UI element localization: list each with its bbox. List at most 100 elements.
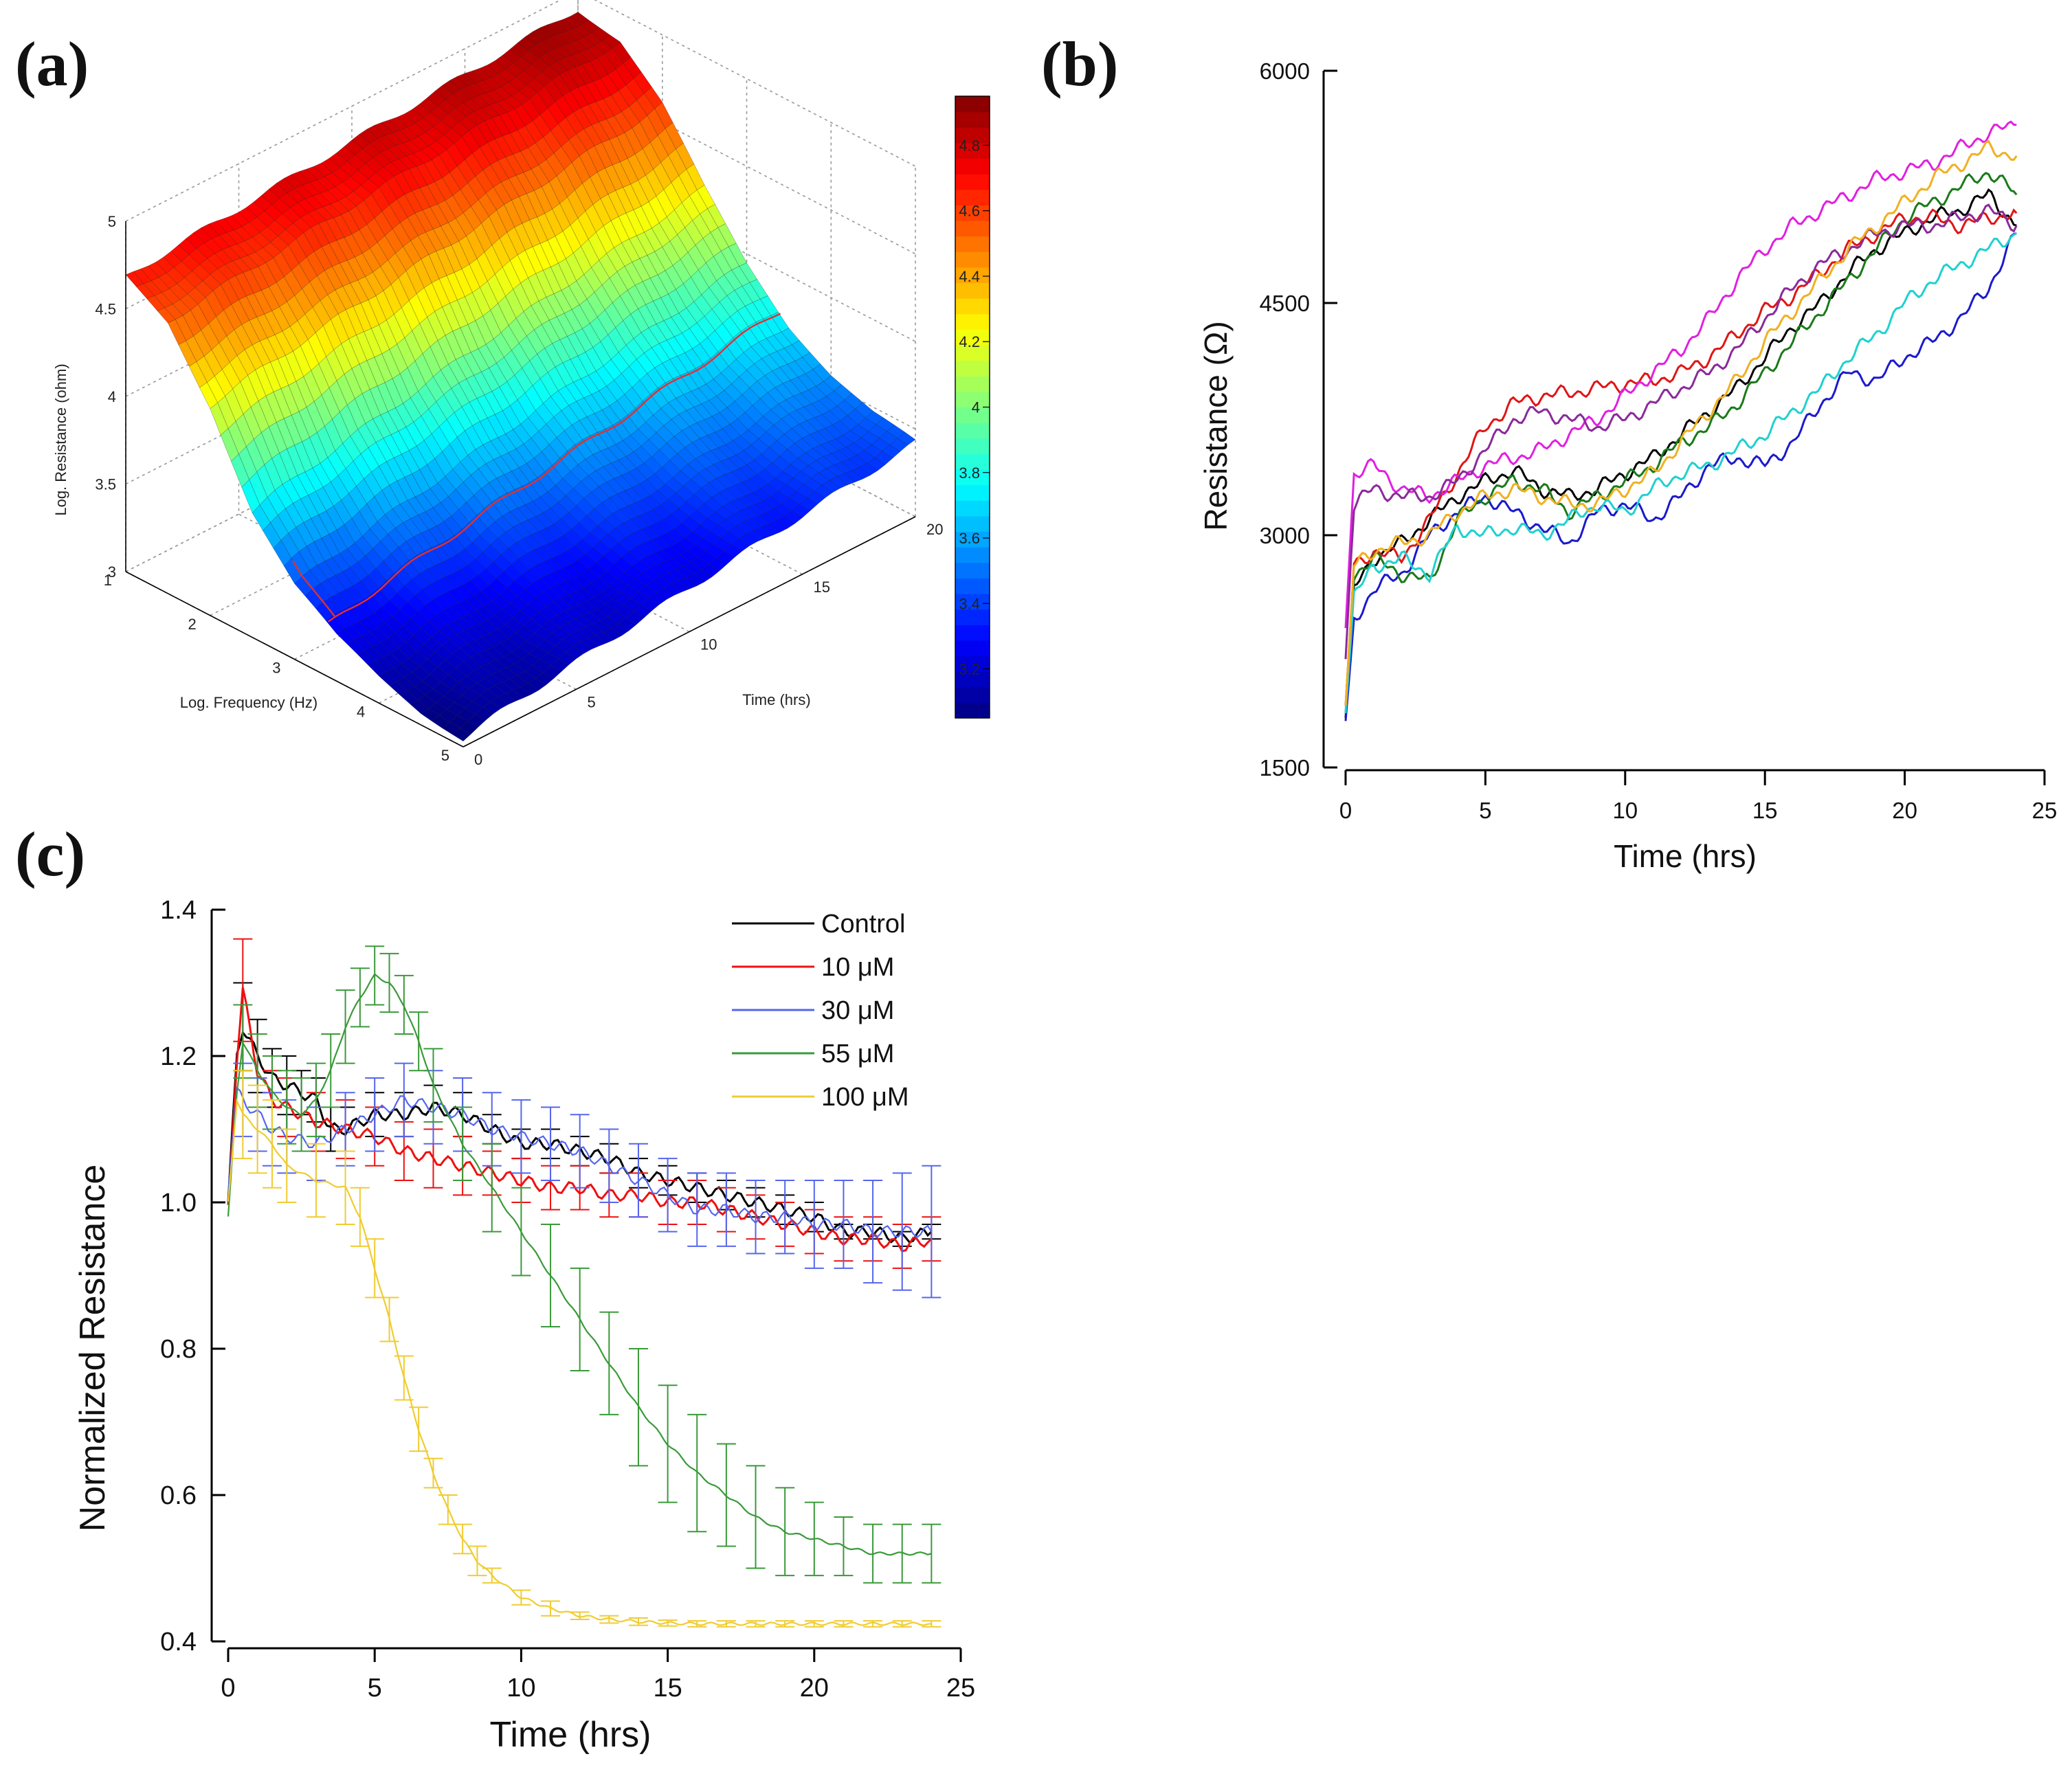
x-tick-label: 0 [1339,798,1352,823]
frequency-tick-label: 5 [441,747,449,764]
colorbar-tick-label: 3.6 [959,530,980,547]
legend-label: 30 μM [821,996,894,1025]
colorbar-band [955,407,990,423]
z-tick-label: 3.5 [95,476,116,493]
y-tick-label: 3000 [1260,523,1310,548]
colorbar-band [955,671,990,688]
panel-label-c: (c) [15,819,86,889]
surface-highlight-line [327,313,781,622]
time-tick-label: 5 [588,693,596,710]
colorbar-band [955,609,990,625]
x-tick-label: 5 [1479,798,1491,823]
series-line-green [1344,172,2018,714]
series-line-orange [1344,139,2018,706]
panel-label-b: (b) [1041,29,1119,99]
y-tick-label: 0.6 [160,1481,197,1510]
colorbar-band [955,547,990,563]
axis-frequency [125,571,464,748]
colorbar-band [955,686,990,703]
x-tick-label: 25 [946,1674,975,1703]
z-tick-label: 4 [108,388,116,405]
x-tick-label: 0 [221,1674,235,1703]
colorbar-band [955,345,990,361]
colorbar-band [955,329,990,346]
colorbar-tick-label: 4.4 [959,268,980,285]
line-chart-c-plot [227,938,942,1628]
frequency-tick-label: 1 [104,572,112,589]
time-tick-label: 10 [700,636,717,653]
colorbar-band [955,174,990,190]
colorbar-band [955,158,990,175]
colorbar-band [955,594,990,610]
colorbar-band [955,267,990,284]
colorbar-band [955,484,990,501]
colorbar-tick-label: 4.8 [959,137,980,154]
line-chart-b-plot [1344,120,2018,721]
series-line-purple [1344,203,2018,660]
frequency-tick-label: 4 [357,703,365,720]
y-tick-label: 1500 [1260,755,1310,781]
y-tick-label: 4500 [1260,291,1310,316]
series-line-blue [1344,232,2017,721]
line-chart-b: 1500 3000 4500 6000 0 5 10 15 20 25 Time (hrs) Re… [1198,58,2058,874]
y-tick-label: 6000 [1260,58,1310,84]
x-tick-label: 10 [506,1674,535,1703]
grid-z-4 [125,0,916,222]
line-chart-c-axes: 0.4 0.6 0.8 1.0 1.2 1.4 0 5 10 15 20 25 [160,896,975,1703]
line-chart-c-legend: Control 10 μM 30 μM 55 μM 100 μM [732,910,909,1112]
colorbar-tick-label: 3.4 [959,595,980,612]
colorbar-band [955,221,990,237]
series-line-black [1344,188,2017,718]
colorbar-band [955,298,990,315]
x-tick-label: 15 [1752,798,1778,823]
colorbar-band [955,702,990,719]
frequency-tick-label: 3 [272,660,280,677]
panel-label-a: (a) [15,29,89,99]
colorbar-band [955,469,990,486]
series-line-cyan [1344,232,2017,714]
line-chart-c-xlabel: Time (hrs) [490,1715,651,1755]
colorbar-band [955,578,990,594]
time-tick-label: 0 [474,751,482,768]
legend-label: 55 μM [821,1040,894,1068]
line-chart-c-ylabel: Normalized Resistance [73,1165,113,1532]
surface-highlight-edge [292,560,336,618]
colorbar-band [955,515,990,532]
colorbar-tick-label: 3.2 [959,661,980,678]
series-line-magenta [1344,120,2017,629]
surface-a-xlabel: Log. Frequency (Hz) [180,694,318,711]
colorbar-band [955,391,990,408]
y-tick-label: 0.4 [160,1628,197,1657]
legend-label: 100 μM [821,1083,909,1112]
z-tick-label: 3 [108,563,116,581]
legend-label: Control [821,910,906,939]
line-chart-b-axes: 1500 3000 4500 6000 0 5 10 15 20 25 [1260,58,2058,823]
time-tick-label: 15 [814,579,830,596]
surface-chart-a: 3 3.5 4 4.5 5 1 2 3 4 5 0 5 10 15 20 Log. Resistance (… [52,0,990,768]
time-tick-label: 20 [926,521,943,538]
line-chart-b-xlabel: Time (hrs) [1614,838,1757,874]
colorbar-tick-label: 4.2 [959,333,980,350]
colorbar-band [955,205,990,221]
colorbar-band [955,360,990,377]
colorbar-band [955,640,990,657]
colorbar-band [955,625,990,641]
colorbar-band [955,313,990,330]
line-chart-c: 0.4 0.6 0.8 1.0 1.2 1.4 0 5 10 15 20 25 Control 10 μ… [73,896,975,1755]
colorbar-band [955,236,990,252]
colorbar-band [955,376,990,392]
surface-a-axes: 3 3.5 4 4.5 5 1 2 3 4 5 0 5 10 15 20 [95,213,943,768]
x-tick-label: 5 [368,1674,382,1703]
line-chart-b-ylabel: Resistance (Ω) [1198,321,1234,530]
x-tick-label: 25 [2032,798,2058,823]
frequency-tick-label: 2 [188,616,197,633]
y-tick-label: 0.8 [160,1335,197,1364]
y-tick-label: 1.2 [160,1042,197,1071]
colorbar-tick-label: 3.8 [959,464,980,482]
colorbar-band [955,438,990,454]
colorbar-tick-label: 4 [972,399,980,416]
colorbar-band [955,562,990,579]
z-tick-label: 4.5 [95,301,116,318]
x-tick-label: 10 [1612,798,1638,823]
colorbar-band [955,655,990,672]
